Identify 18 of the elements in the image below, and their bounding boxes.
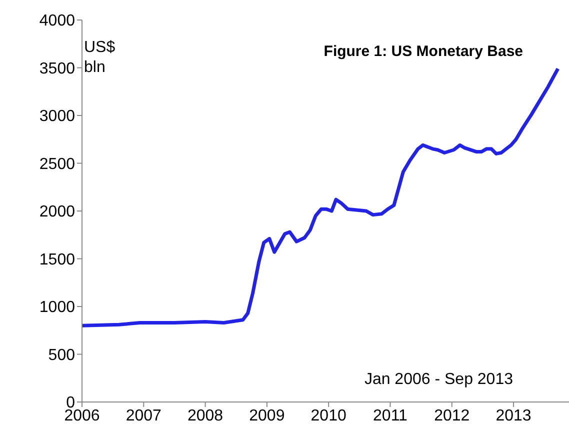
y-tick-label: 1500: [39, 251, 76, 268]
x-tick-label: 2007: [126, 407, 162, 424]
x-tick-label: 2012: [434, 407, 470, 424]
y-tick-label: 3500: [39, 60, 76, 78]
annotation: Jan 2006 - Sep 2013: [364, 371, 514, 388]
y-tick-label: 2500: [39, 156, 76, 173]
x-tick-label: 2008: [187, 407, 224, 424]
y-tick-label: 1000: [39, 299, 76, 316]
x-tick-label: 2013: [496, 407, 532, 424]
y-tick-label: 2000: [39, 204, 76, 221]
y-axis-title: US$ bln: [84, 39, 116, 76]
y-tick-label: 4000: [39, 12, 76, 30]
x-tick-label: 2011: [373, 407, 408, 424]
text: Figure 1: US Monetary Base: [324, 43, 523, 60]
x-tick-label: 2009: [249, 407, 285, 424]
y-tick-label: 500: [48, 346, 76, 364]
x-tick-label: 2010: [310, 407, 346, 424]
y-tick-label: 3000: [39, 108, 76, 126]
